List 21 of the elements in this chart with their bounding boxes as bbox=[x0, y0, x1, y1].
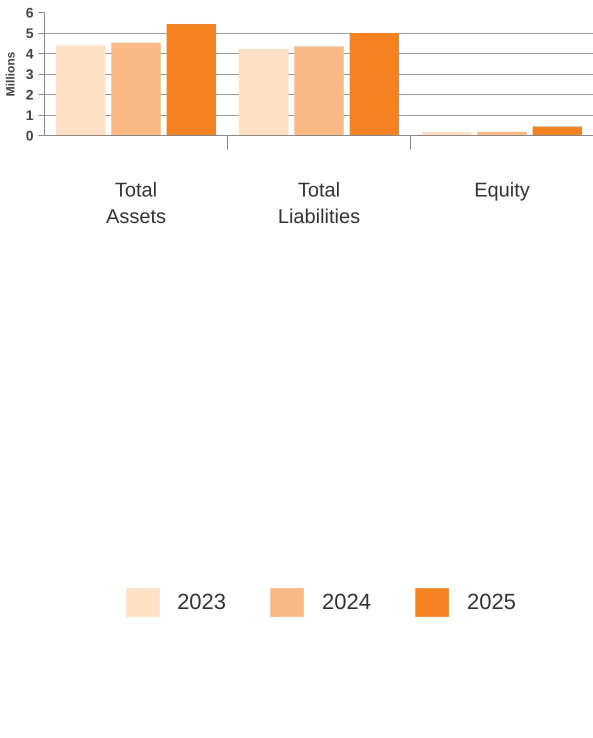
legend-label: 2025 bbox=[466, 589, 516, 615]
y-tick-label: 0 bbox=[26, 128, 34, 144]
bar bbox=[294, 46, 344, 136]
x-tick-label: Equity bbox=[474, 180, 530, 202]
x-tick-label: Total Assets bbox=[106, 180, 166, 228]
y-tick-label: 4 bbox=[26, 46, 34, 62]
bar bbox=[166, 24, 216, 136]
y-tick-label: 5 bbox=[26, 25, 34, 41]
legend-label: 2023 bbox=[177, 589, 226, 615]
y-tick-label: 1 bbox=[26, 107, 34, 123]
y-tick-label: 3 bbox=[26, 66, 34, 82]
bar bbox=[111, 42, 161, 136]
bar bbox=[56, 45, 106, 136]
legend-label: 2024 bbox=[322, 589, 371, 615]
bar bbox=[532, 126, 582, 136]
y-tick-label: 6 bbox=[26, 4, 34, 20]
bar bbox=[238, 48, 288, 136]
y-axis-title: Millions bbox=[4, 51, 18, 96]
bar bbox=[350, 33, 400, 136]
x-tick-label: Total Liabilities bbox=[278, 180, 360, 228]
y-tick-label: 2 bbox=[26, 86, 34, 102]
